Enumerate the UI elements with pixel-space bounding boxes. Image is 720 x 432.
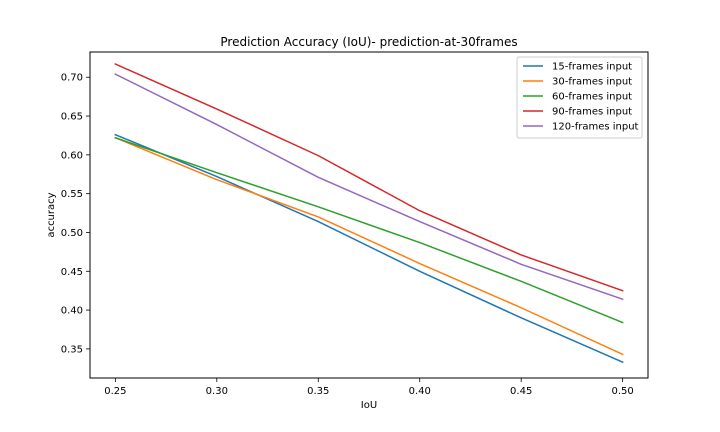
series-line-4: [114, 63, 624, 292]
x-axis-ticks: 0.25 0.30 0.35 0.40 0.45 0.50: [104, 378, 634, 397]
legend-label-4: 90-frames input: [552, 107, 632, 118]
y-axis-ticks: 0.35 0.40 0.45 0.50 0.55 0.60 0.65 0.70: [61, 73, 90, 355]
y-tick-label: 0.45: [61, 267, 83, 278]
y-tick-label: 0.60: [61, 150, 83, 161]
y-tick-label: 0.50: [61, 228, 83, 239]
x-tick-label: 0.50: [612, 386, 634, 397]
x-axis-label: IoU: [361, 400, 377, 411]
x-tick-label: 0.25: [104, 386, 126, 397]
legend-label-1: 15-frames input: [552, 62, 632, 73]
series-layer: [114, 63, 624, 364]
y-tick-label: 0.70: [61, 73, 83, 84]
series-line-5: [114, 73, 624, 301]
series-line-2: [114, 136, 624, 356]
chart-title: Prediction Accuracy (IoU)- prediction-at…: [220, 35, 517, 49]
y-tick-label: 0.35: [61, 344, 83, 355]
y-tick-label: 0.65: [61, 112, 83, 123]
y-axis-label: accuracy: [46, 192, 57, 237]
x-tick-label: 0.35: [307, 386, 329, 397]
plot-area: 0.25 0.30 0.35 0.40 0.45 0.50 0.35 0.40 0.45 0.5…: [61, 51, 649, 397]
x-tick-label: 0.30: [206, 386, 228, 397]
legend-label-3: 60-frames input: [552, 92, 632, 103]
y-tick-label: 0.40: [61, 306, 83, 317]
x-tick-label: 0.40: [409, 386, 431, 397]
y-tick-label: 0.55: [61, 189, 83, 200]
legend-label-5: 120-frames input: [552, 122, 639, 133]
legend-label-2: 30-frames input: [552, 77, 632, 88]
legend: 15-frames input 30-frames input 60-frames …: [516, 56, 643, 139]
legend-box: [516, 56, 643, 139]
x-tick-label: 0.45: [510, 386, 532, 397]
series-line-1: [114, 133, 624, 364]
series-line-3: [114, 136, 624, 324]
axes-frame: [89, 51, 649, 379]
